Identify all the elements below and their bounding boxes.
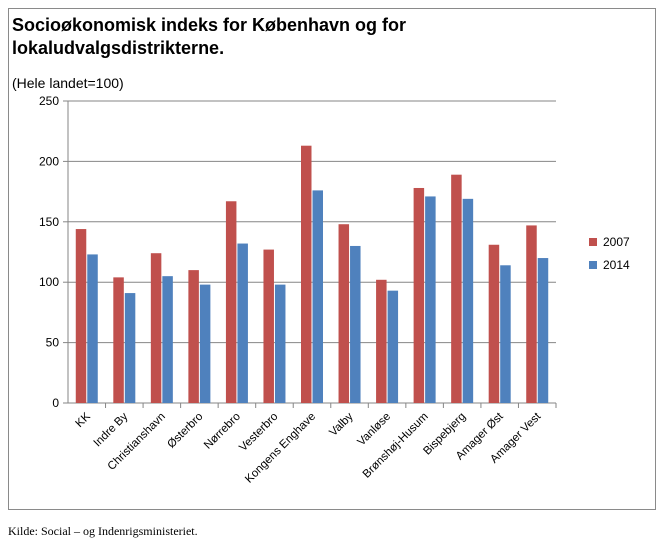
y-tick-label: 50: [46, 336, 60, 350]
bar-2007-4: [225, 201, 237, 403]
bar-2007-11: [488, 244, 500, 403]
bar-2014-2: [162, 276, 173, 403]
bar-2007-1: [113, 277, 124, 403]
y-tick-label: 0: [52, 396, 59, 410]
bar-2014-4: [237, 243, 248, 403]
source-note: Kilde: Social – og Indenrigsministeriet.: [8, 524, 198, 538]
x-category-label: Vanløse: [355, 411, 393, 449]
bar-2014-7: [350, 245, 361, 403]
bar-2014-6: [312, 190, 323, 403]
x-category-label: Brønshøj-Husum: [361, 411, 431, 481]
legend-swatch-2007: [589, 238, 597, 246]
bar-2007-0: [75, 229, 87, 403]
bar-2007-10: [451, 174, 462, 403]
x-category-label: Indre By: [92, 410, 131, 449]
bar-2014-9: [425, 196, 436, 403]
x-category-label: KK: [74, 410, 94, 430]
chart-subtitle: (Hele landet=100): [12, 75, 124, 91]
bar-2014-10: [462, 198, 474, 403]
bar-2007-9: [413, 187, 425, 403]
bar-2014-1: [124, 293, 136, 403]
bar-2007-3: [188, 270, 199, 403]
x-category-label: Østerbro: [165, 411, 205, 451]
legend-swatch-2014: [589, 261, 597, 269]
legend-label-2014: 2014: [603, 258, 630, 272]
bar-2007-8: [376, 279, 387, 403]
bar-2014-8: [387, 290, 399, 403]
chart-title: Socioøkonomisk indeks for København og f…: [12, 14, 572, 60]
bar-2007-2: [150, 253, 162, 403]
bar-2014-12: [537, 258, 549, 403]
bar-2007-5: [263, 249, 274, 403]
chart-title-line2: lokaludvalgsdistrikterne.: [12, 38, 225, 58]
x-category-label: Valby: [327, 410, 355, 438]
bar-2014-11: [500, 265, 511, 403]
y-tick-label: 200: [39, 154, 59, 168]
y-tick-label: 250: [39, 94, 59, 108]
bar-2007-7: [338, 224, 350, 403]
bar-2007-12: [526, 225, 537, 403]
legend-label-2007: 2007: [603, 235, 630, 249]
chart-title-line1: Socioøkonomisk indeks for København og f…: [12, 15, 407, 35]
bar-2014-3: [199, 284, 211, 403]
y-tick-label: 150: [39, 215, 59, 229]
y-tick-label: 100: [39, 275, 59, 289]
bar-2014-5: [274, 284, 286, 403]
bar-2007-6: [301, 145, 312, 404]
bar-2014-0: [87, 254, 98, 403]
x-category-label: Kongens Enghave: [243, 411, 318, 486]
